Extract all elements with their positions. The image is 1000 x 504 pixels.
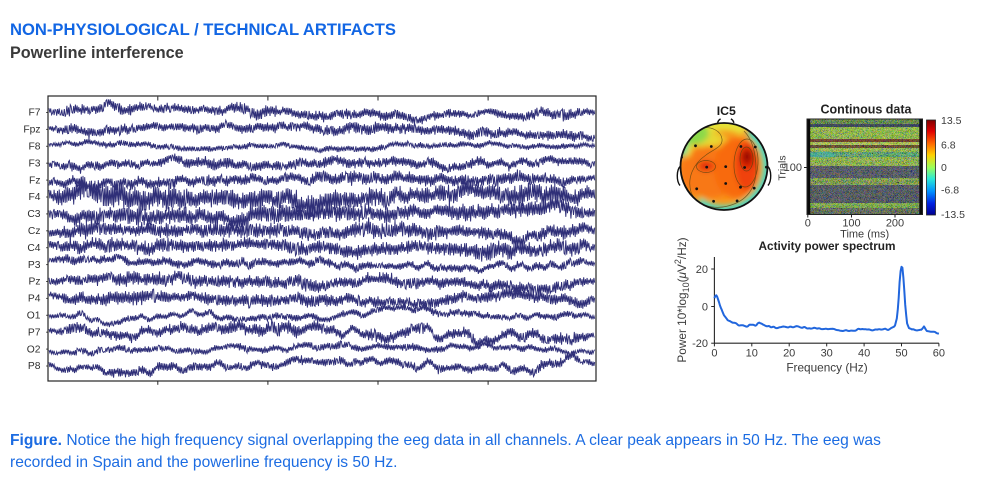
svg-text:Continous data: Continous data: [821, 103, 913, 117]
svg-text:200: 200: [886, 218, 904, 230]
svg-text:Activity power spectrum: Activity power spectrum: [758, 239, 895, 253]
svg-text:100: 100: [842, 218, 860, 230]
svg-text:-6.8: -6.8: [941, 185, 959, 197]
svg-text:13.5: 13.5: [941, 115, 962, 127]
svg-text:Cz: Cz: [28, 226, 41, 237]
svg-text:Time (ms): Time (ms): [840, 229, 889, 241]
svg-text:C4: C4: [27, 243, 40, 254]
svg-text:P3: P3: [28, 260, 41, 271]
svg-text:50: 50: [895, 348, 907, 360]
svg-text:0: 0: [702, 302, 708, 314]
svg-text:F4: F4: [28, 192, 40, 203]
svg-text:Trials: Trials: [777, 155, 789, 180]
svg-text:P7: P7: [28, 327, 41, 338]
svg-text:10: 10: [746, 348, 758, 360]
svg-text:P8: P8: [28, 361, 41, 372]
svg-text:30: 30: [821, 348, 833, 360]
svg-text:20: 20: [696, 264, 708, 276]
svg-text:P4: P4: [28, 294, 41, 305]
svg-text:O2: O2: [27, 344, 41, 355]
svg-text:-13.5: -13.5: [941, 209, 965, 221]
svg-text:Fz: Fz: [29, 175, 40, 186]
svg-text:O1: O1: [27, 311, 41, 322]
svg-text:0: 0: [805, 218, 811, 230]
svg-text:Pz: Pz: [28, 277, 40, 288]
svg-text:20: 20: [783, 348, 795, 360]
svg-text:C3: C3: [27, 209, 40, 220]
svg-text:Frequency (Hz): Frequency (Hz): [786, 361, 867, 375]
svg-text:6.8: 6.8: [941, 140, 956, 152]
svg-text:60: 60: [933, 348, 945, 360]
svg-text:40: 40: [858, 348, 870, 360]
svg-text:F8: F8: [28, 142, 40, 153]
svg-text:Fpz: Fpz: [23, 125, 40, 136]
svg-text:Power 10*log10(μV2/Hz): Power 10*log10(μV2/Hz): [673, 237, 691, 362]
svg-text:100: 100: [784, 162, 802, 174]
svg-text:0: 0: [711, 348, 717, 360]
svg-text:IC5: IC5: [717, 104, 736, 118]
svg-text:F3: F3: [28, 158, 40, 169]
svg-text:-20: -20: [692, 338, 708, 350]
svg-text:0: 0: [941, 162, 947, 174]
svg-text:F7: F7: [28, 108, 40, 119]
